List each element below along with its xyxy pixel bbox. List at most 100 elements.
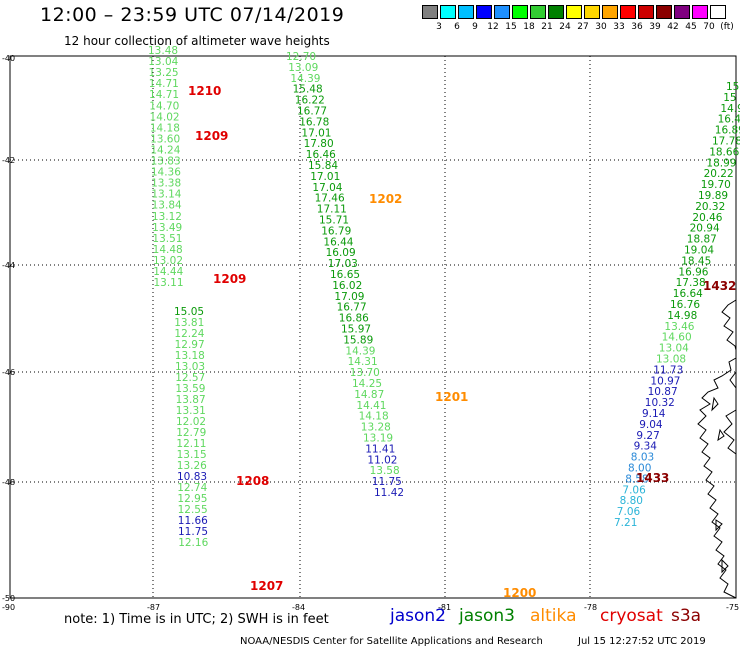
lon-label: -87 bbox=[147, 603, 160, 612]
wave-height-value: 13.31 bbox=[176, 405, 206, 417]
wave-height-value: 14.25 bbox=[352, 378, 382, 390]
wave-height-value: 15 bbox=[726, 81, 739, 93]
wave-height-value: 7.06 bbox=[622, 484, 646, 496]
wave-height-value: 14.60 bbox=[662, 332, 692, 344]
wave-height-value: 13.25 bbox=[149, 67, 179, 79]
satellite-legend-jason3: jason3 bbox=[459, 606, 515, 626]
wave-height-value: 14.44 bbox=[153, 266, 183, 278]
pass-time-label: 1209 bbox=[213, 272, 246, 286]
wave-height-value: 18.45 bbox=[681, 255, 711, 267]
wave-height-value: 16.89 bbox=[715, 125, 740, 137]
wave-height-value: 13.58 bbox=[370, 465, 400, 477]
wave-height-value: 12.97 bbox=[175, 339, 205, 351]
wave-height-value: 12.24 bbox=[174, 328, 204, 340]
wave-height-value: 18.99 bbox=[706, 157, 736, 169]
legend-label: 15 bbox=[505, 22, 517, 32]
wave-height-value: 14.87 bbox=[354, 389, 384, 401]
pass-time-label: 1209 bbox=[195, 129, 228, 143]
wave-height-value: 14.9 bbox=[720, 103, 740, 115]
wave-height-value: 13.26 bbox=[177, 460, 207, 472]
wave-height-value: 13.09 bbox=[288, 62, 318, 74]
wave-height-value: 15.71 bbox=[319, 215, 349, 227]
wave-height-value: 13.28 bbox=[361, 422, 391, 434]
wave-height-value: 16.86 bbox=[339, 313, 369, 325]
wave-height-value: 17.09 bbox=[334, 291, 364, 303]
wave-height-value: 13.70 bbox=[350, 367, 380, 379]
legend-label: 39 bbox=[649, 22, 661, 32]
wave-height-value: 11.41 bbox=[365, 443, 395, 455]
wave-height-value: 15.97 bbox=[341, 324, 371, 336]
wave-height-value: 16.44 bbox=[323, 236, 353, 248]
wave-height-value: 14.98 bbox=[667, 310, 697, 322]
coastline bbox=[697, 357, 737, 599]
lon-label: -81 bbox=[438, 603, 451, 612]
wave-height-value: 13.02 bbox=[153, 255, 183, 267]
wave-height-value: 13.48 bbox=[148, 45, 178, 57]
coastline bbox=[723, 409, 737, 455]
wave-height-value: 18.66 bbox=[709, 146, 739, 158]
coastline bbox=[729, 371, 737, 389]
wave-height-value: 14.18 bbox=[359, 411, 389, 423]
wave-height-value: 9.14 bbox=[642, 408, 666, 420]
legend-swatch bbox=[692, 5, 708, 19]
wave-height-value: 14.71 bbox=[149, 89, 179, 101]
wave-height-value: 10.87 bbox=[648, 386, 678, 398]
wave-height-value: 13.84 bbox=[152, 200, 182, 212]
wave-height-value: 16.02 bbox=[332, 280, 362, 292]
wave-height-value: 19.89 bbox=[698, 190, 728, 202]
wave-height-value: 16.77 bbox=[337, 302, 367, 314]
wave-height-value: 15.48 bbox=[293, 84, 323, 96]
pass-time-label: 1208 bbox=[236, 474, 269, 488]
legend-label: 30 bbox=[595, 22, 607, 32]
satellite-legend-altika: altika bbox=[530, 606, 577, 626]
wave-height-value: 17.80 bbox=[304, 138, 334, 150]
wave-height-value: 13.04 bbox=[659, 343, 689, 355]
legend-swatch bbox=[548, 5, 564, 19]
wave-height-value: 13.11 bbox=[153, 277, 183, 289]
wave-height-value: 16.96 bbox=[678, 266, 708, 278]
wave-height-value: 19.70 bbox=[701, 179, 731, 191]
lon-label: -75 bbox=[726, 603, 739, 612]
legend-swatch bbox=[602, 5, 618, 19]
coastline bbox=[715, 519, 723, 532]
wave-height-value: 16.76 bbox=[670, 299, 700, 311]
wave-height-value: 11.75 bbox=[178, 526, 208, 538]
wave-height-value: 20.46 bbox=[692, 212, 722, 224]
wave-height-value: 14.39 bbox=[290, 73, 320, 85]
wave-height-value: 11.42 bbox=[374, 487, 404, 499]
wave-height-value: 14.18 bbox=[150, 122, 180, 134]
wave-height-value: 8.00 bbox=[628, 463, 651, 475]
wave-height-value: 13.04 bbox=[148, 56, 178, 68]
wave-height-value: 14.02 bbox=[150, 111, 180, 123]
wave-height-value: 7.21 bbox=[614, 517, 637, 529]
footer-note: note: 1) Time is in UTC; 2) SWH is in fe… bbox=[64, 612, 329, 627]
wave-height-value: 13.14 bbox=[151, 189, 181, 201]
legend-swatch bbox=[566, 5, 582, 19]
legend-label: 27 bbox=[577, 22, 589, 32]
wave-height-value: 16.09 bbox=[326, 247, 356, 259]
legend-label: 21 bbox=[541, 22, 553, 32]
lon-label: -90 bbox=[2, 603, 15, 612]
wave-height-value: 20.22 bbox=[704, 168, 734, 180]
wave-height-value: 11.66 bbox=[178, 515, 208, 527]
wave-height-value: 17.04 bbox=[312, 182, 342, 194]
wave-height-value: 15.89 bbox=[343, 334, 373, 346]
wave-height-value: 16.46 bbox=[306, 149, 336, 161]
wave-height-value: 13.15 bbox=[177, 449, 207, 461]
wave-height-value: 15.05 bbox=[174, 306, 204, 318]
pass-time-label: 1202 bbox=[369, 192, 402, 206]
wave-height-value: 17.46 bbox=[315, 193, 345, 205]
coastline bbox=[717, 428, 725, 442]
wave-height-value: 14.70 bbox=[149, 100, 179, 112]
wave-height-value: 12.02 bbox=[176, 416, 206, 428]
wave-height-value: 14.31 bbox=[348, 356, 378, 368]
wave-height-value: 16.64 bbox=[673, 288, 703, 300]
wave-height-value: 16.22 bbox=[295, 95, 325, 107]
legend-label: 9 bbox=[472, 22, 478, 32]
wave-height-value: 12.74 bbox=[177, 482, 207, 494]
pass-time-label: 1210 bbox=[188, 84, 221, 98]
wave-height-value: 9.27 bbox=[636, 430, 659, 442]
wave-height-value: 12.57 bbox=[175, 372, 205, 384]
legend-label: 6 bbox=[454, 22, 460, 32]
